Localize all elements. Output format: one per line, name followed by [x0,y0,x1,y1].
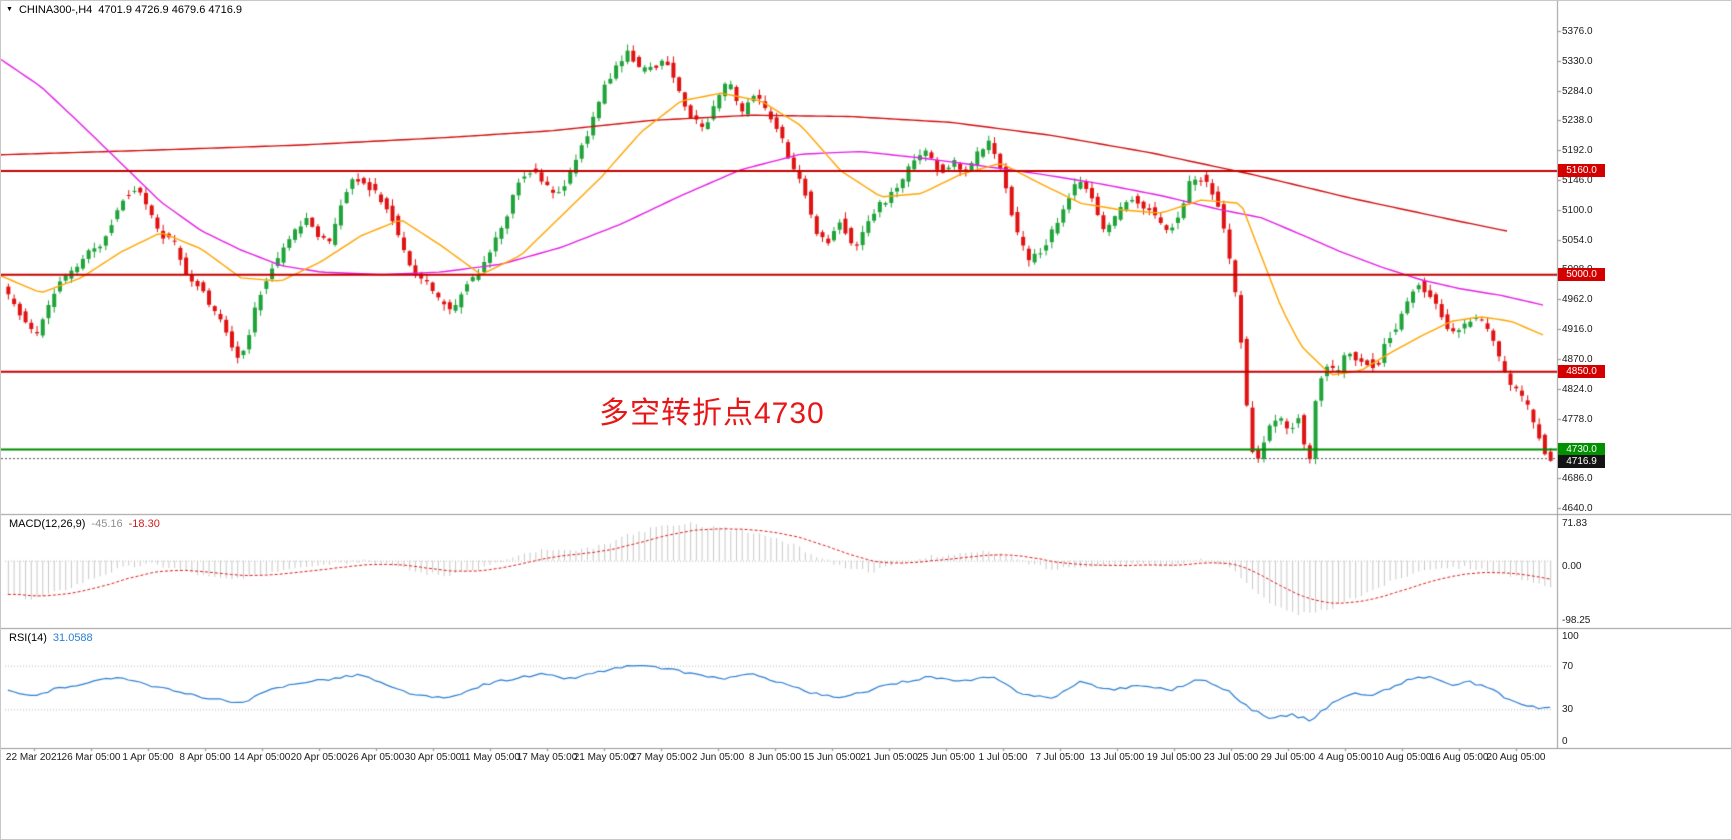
rsi-axis-label: 30 [1562,704,1574,716]
price-axis-label: 4640.0 [1562,502,1593,514]
time-axis-label: 19 Jul 05:00 [1146,752,1202,763]
time-axis-label: 8 Apr 05:00 [179,752,231,763]
time-axis-label: 2 Jun 05:00 [691,752,745,763]
price-axis-label: 5330.0 [1562,55,1593,67]
hline-price-badge: 5160.0 [1558,164,1605,178]
time-axis-label: 14 Apr 05:00 [233,752,291,763]
ohlc-values: 4701.9 4726.9 4679.6 4716.9 [98,4,243,16]
price-axis-label: 5100.0 [1562,204,1593,216]
time-axis-label: 20 Apr 05:00 [290,752,348,763]
rsi-axis-label: 70 [1562,660,1574,672]
macd-indicator-label: MACD(12,26,9) -45.16 -18.30 [9,518,160,530]
price-axis-label: 4962.0 [1562,294,1593,306]
time-axis-label: 23 Jul 05:00 [1203,752,1259,763]
time-axis-label: 1 Apr 05:00 [122,752,174,763]
time-axis-label: 22 Mar 2021 [5,752,63,763]
price-axis-label: 5376.0 [1562,26,1593,37]
chevron-down-icon[interactable]: ▼ [6,5,13,13]
time-axis-label: 17 May 05:00 [516,752,578,763]
macd-title: MACD(12,26,9) [9,518,86,530]
price-axis-label: 4870.0 [1562,353,1593,365]
macd-axis-label: 0.00 [1562,560,1582,572]
chart-annotation-text: 多空转折点4730 [599,397,825,430]
price-axis-label: 5284.0 [1562,85,1593,97]
time-axis-label: 1 Jul 05:00 [978,752,1028,763]
macd-signal-value: -18.30 [128,518,160,530]
time-axis-label: 11 May 05:00 [460,752,520,763]
price-axis-label: 5146.0 [1562,175,1593,187]
price-axis-label: 4686.0 [1562,473,1593,485]
time-axis-label: 15 Jun 05:00 [803,752,861,763]
price-axis-label: 4916.0 [1562,324,1593,336]
symbol-period-label: CHINA300-,H4 [18,4,93,16]
current-price-badge: 4716.9 [1558,454,1605,468]
rsi-title: RSI(14) [9,632,47,644]
time-axis-label: 21 Jun 05:00 [860,752,918,763]
time-axis-label: 30 Apr 05:00 [404,752,462,763]
symbol-info-bar[interactable]: ▼ CHINA300-,H4 4701.9 4726.9 4679.6 4716… [6,4,242,16]
time-axis-label: 26 Apr 05:00 [347,752,405,763]
time-axis-label: 4 Aug 05:00 [1318,752,1372,763]
price-axis-label: 4824.0 [1562,383,1593,395]
time-axis-label: 20 Aug 05:00 [1486,752,1546,763]
hline-price-badge: 4730.0 [1558,443,1605,457]
time-axis-label: 13 Jul 05:00 [1089,752,1145,763]
rsi-value: 31.0588 [52,632,93,644]
rsi-axis-label: 100 [1562,631,1579,642]
price-axis-label: 5192.0 [1562,145,1593,157]
price-axis-label: 5238.0 [1562,115,1593,127]
hline-price-badge: 5000.0 [1558,268,1605,282]
time-axis-label: 21 May 05:00 [573,752,635,763]
time-axis-label: 26 Mar 05:00 [61,752,121,763]
time-axis-label: 10 Aug 05:00 [1372,752,1432,763]
macd-axis-label: 71.83 [1562,518,1588,530]
macd-main-value: -45.16 [91,518,123,530]
time-axis-label: 7 Jul 05:00 [1035,752,1085,763]
hline-price-badge: 4850.0 [1558,365,1605,379]
time-axis-label: 29 Jul 05:00 [1260,752,1316,763]
price-axis-label: 4778.0 [1562,413,1593,425]
macd-axis-label: -98.25 [1562,615,1591,626]
rsi-indicator-label: RSI(14) 31.0588 [9,632,93,644]
time-axis-label: 8 Jun 05:00 [748,752,802,763]
rsi-axis-label: 0 [1562,736,1568,747]
time-axis-label: 27 May 05:00 [630,752,692,763]
time-axis-label: 25 Jun 05:00 [917,752,975,763]
time-axis-label: 16 Aug 05:00 [1429,752,1489,763]
price-axis-label: 5054.0 [1562,234,1593,246]
